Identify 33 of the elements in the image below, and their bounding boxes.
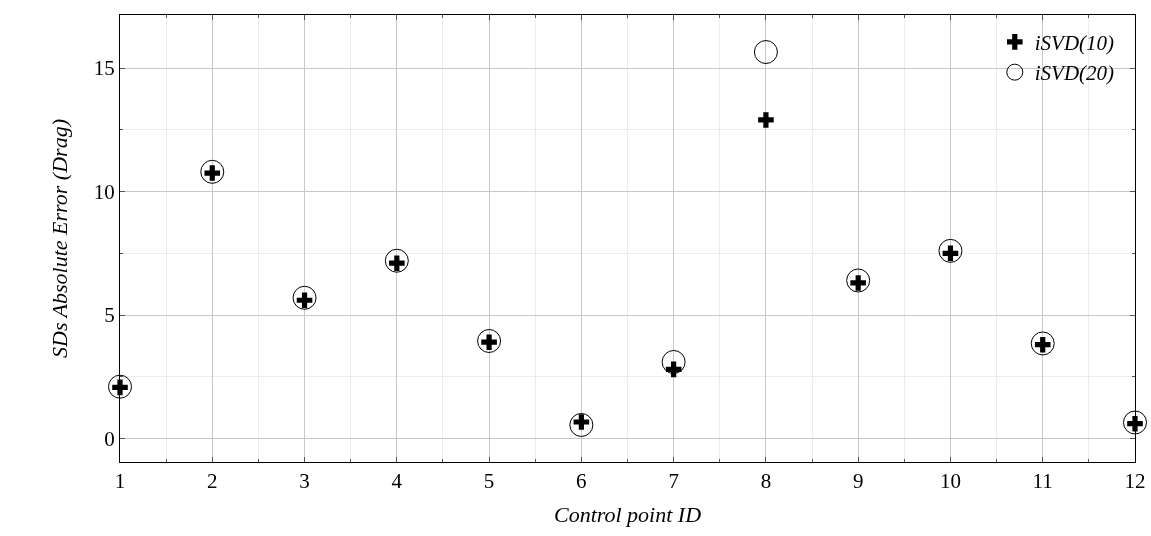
x-tick-label: 8	[760, 469, 772, 494]
x-axis-title: Control point ID	[553, 502, 702, 528]
x-tick-label: 11	[1032, 469, 1053, 494]
point	[292, 285, 317, 310]
point	[569, 412, 594, 437]
x-tick-label: 9	[852, 469, 864, 494]
y-axis-title: SDs Absolute Error (Drag)	[46, 119, 72, 358]
y-tick-label: 5	[104, 303, 115, 328]
point	[108, 374, 132, 399]
legend-label: iSVD(10)	[1034, 31, 1115, 56]
x-tick-label: 4	[391, 469, 403, 494]
point	[661, 349, 686, 374]
x-tick-label: 6	[576, 469, 587, 494]
point	[758, 112, 774, 128]
x-tick-label: 7	[668, 469, 679, 494]
point	[200, 159, 225, 184]
x-tick-label: 1	[114, 469, 126, 494]
point	[753, 40, 778, 65]
point	[1030, 331, 1055, 356]
legend-label: iSVD(20)	[1034, 61, 1115, 86]
x-tick-label: 2	[207, 469, 218, 494]
x-tick-label: 12	[1124, 469, 1146, 494]
x-tick-label: 5	[483, 469, 495, 494]
point	[1123, 410, 1147, 435]
point	[846, 268, 871, 293]
point	[477, 328, 502, 353]
y-tick-label: 0	[104, 426, 115, 451]
x-tick-label: 3	[299, 469, 310, 494]
point	[938, 238, 963, 263]
y-tick-label: 10	[93, 179, 115, 204]
x-tick-label: 10	[939, 469, 961, 494]
point	[384, 248, 409, 273]
y-tick-label: 15	[93, 56, 115, 81]
